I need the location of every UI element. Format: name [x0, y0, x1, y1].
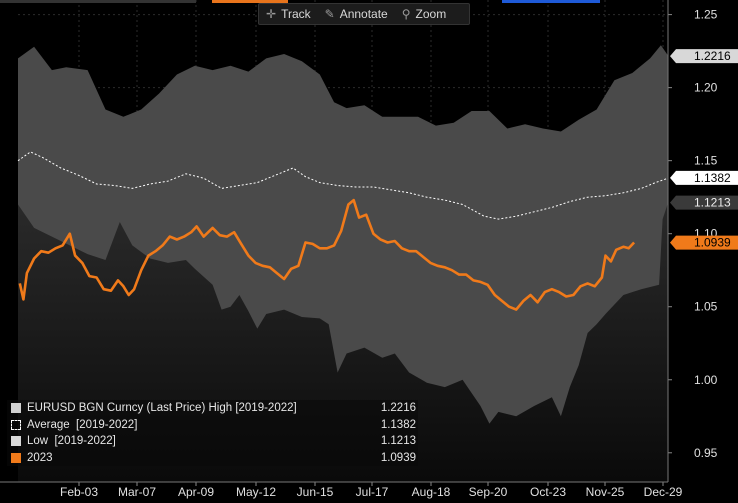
- tag-2023-label: 1.0939: [694, 236, 731, 250]
- zoom-button[interactable]: ⚲ Zoom: [395, 7, 453, 21]
- tag-high-box: [670, 49, 738, 64]
- chart-toolbar: ✛ Track ✎ Annotate ⚲ Zoom: [258, 3, 470, 25]
- legend-swatch-average: [11, 419, 21, 430]
- series-2023-line: [18, 198, 636, 311]
- legend-label: 2023: [27, 451, 53, 464]
- x-tick-label: Mar-07: [118, 485, 156, 499]
- y-tick-label: 1.20: [694, 81, 718, 95]
- last-value-tags: 1.2216 1.1382 1.1213 1.0939: [670, 49, 738, 250]
- top-strip-blue: [502, 0, 600, 3]
- legend-swatch-2023: [11, 452, 21, 463]
- legend-label: Average [2019-2022]: [27, 418, 138, 431]
- legend-value: 1.2216: [380, 402, 416, 415]
- chart-lines: [17, 151, 669, 311]
- top-strip-orange: [212, 0, 288, 3]
- legend-value: 1.1213: [380, 435, 416, 448]
- y-tick-label: 1.15: [694, 154, 718, 168]
- x-tick-label: Jul-17: [356, 485, 389, 499]
- y-tick-label: 1.25: [694, 8, 718, 22]
- tag-low-label: 1.1213: [694, 196, 731, 210]
- track-label: Track: [281, 7, 311, 21]
- pencil-icon: ✎: [324, 7, 335, 21]
- x-tick-label: Dec-29: [644, 485, 683, 499]
- track-button[interactable]: ✛ Track: [259, 7, 318, 21]
- legend-item-low[interactable]: Low [2019-2022] 1.1213: [7, 433, 418, 450]
- y-tick-label: 1.00: [694, 373, 718, 387]
- tag-2023-box: [670, 235, 738, 250]
- zoom-label: Zoom: [415, 7, 447, 21]
- legend-label: EURUSD BGN Curncy (Last Price) High [201…: [27, 402, 297, 415]
- annotate-button[interactable]: ✎ Annotate: [318, 7, 395, 21]
- tag-average-box: [670, 170, 738, 185]
- x-tick-label: Jun-15: [297, 485, 334, 499]
- legend-item-2023[interactable]: 2023 1.0939: [7, 450, 418, 467]
- legend-item-high[interactable]: EURUSD BGN Curncy (Last Price) High [201…: [7, 400, 418, 417]
- average-line: [17, 151, 669, 220]
- x-tick-label: Feb-03: [60, 485, 98, 499]
- annotate-label: Annotate: [339, 7, 388, 21]
- tag-average-label: 1.1382: [694, 171, 731, 185]
- tag-low-box: [670, 195, 738, 210]
- chart-legend: EURUSD BGN Curncy (Last Price) High [201…: [7, 400, 418, 466]
- y-tick-label: 1.05: [694, 300, 718, 314]
- tag-high-label: 1.2216: [694, 49, 731, 63]
- x-tick-label: Apr-09: [178, 485, 214, 499]
- legend-swatch-low: [11, 436, 21, 447]
- top-strip-left: [0, 0, 196, 3]
- x-tick-label: Sep-20: [469, 485, 508, 499]
- magnifier-icon: ⚲: [401, 7, 411, 21]
- x-tick-label: Aug-18: [412, 485, 451, 499]
- y-tick-label: 0.95: [694, 446, 718, 460]
- crosshair-icon: ✛: [266, 7, 277, 21]
- legend-value: 1.0939: [380, 451, 416, 464]
- x-tick-label: Nov-25: [586, 485, 625, 499]
- legend-swatch-high: [11, 403, 21, 414]
- x-axis: Feb-03 Mar-07 Apr-09 May-12 Jun-15 Jul-17 Aug-…: [0, 481, 683, 499]
- x-tick-label: Oct-23: [530, 485, 566, 499]
- legend-item-average[interactable]: Average [2019-2022] 1.1382: [7, 417, 418, 434]
- y-axis: 1.251.201.151.101.051.000.95: [667, 0, 718, 482]
- x-tick-label: May-12: [236, 485, 276, 499]
- legend-value: 1.1382: [380, 418, 416, 431]
- legend-label: Low [2019-2022]: [27, 435, 116, 448]
